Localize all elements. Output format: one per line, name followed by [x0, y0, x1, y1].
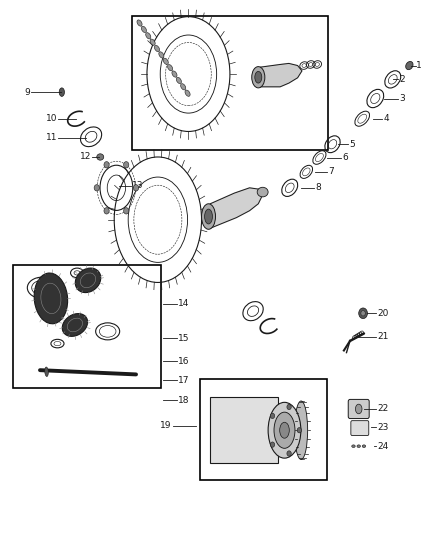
Text: 23: 23 [377, 423, 389, 432]
Text: 24: 24 [377, 442, 389, 451]
Text: 11: 11 [46, 133, 57, 142]
Circle shape [124, 161, 129, 168]
FancyBboxPatch shape [348, 399, 369, 418]
Ellipse shape [163, 58, 168, 64]
Ellipse shape [97, 154, 104, 160]
Text: 18: 18 [177, 396, 189, 405]
Text: 12: 12 [80, 152, 92, 161]
Circle shape [270, 442, 275, 447]
Text: 7: 7 [328, 167, 334, 176]
Ellipse shape [257, 187, 268, 197]
Circle shape [361, 311, 365, 316]
Ellipse shape [45, 367, 48, 376]
Text: 5: 5 [349, 140, 355, 149]
Ellipse shape [137, 20, 142, 26]
Ellipse shape [255, 71, 262, 83]
Ellipse shape [172, 71, 177, 77]
Ellipse shape [205, 209, 212, 224]
Bar [210, 397, 278, 463]
Text: 16: 16 [177, 357, 189, 366]
Circle shape [104, 208, 109, 214]
Text: 10: 10 [46, 114, 57, 123]
Ellipse shape [159, 52, 164, 58]
Text: 6: 6 [342, 153, 348, 162]
Ellipse shape [176, 77, 181, 84]
Ellipse shape [59, 88, 64, 96]
Text: 13: 13 [132, 181, 143, 190]
Ellipse shape [357, 445, 360, 448]
Text: 21: 21 [377, 332, 389, 341]
Circle shape [359, 308, 367, 319]
Ellipse shape [235, 398, 272, 462]
Ellipse shape [155, 45, 159, 52]
Text: 3: 3 [399, 94, 405, 103]
Ellipse shape [75, 268, 101, 293]
Circle shape [297, 427, 301, 433]
Ellipse shape [362, 445, 366, 448]
Ellipse shape [34, 273, 67, 324]
Ellipse shape [180, 84, 186, 90]
Ellipse shape [274, 412, 295, 448]
Text: 4: 4 [383, 114, 389, 123]
Ellipse shape [268, 402, 301, 458]
Circle shape [270, 413, 275, 418]
Text: 9: 9 [25, 87, 30, 96]
Ellipse shape [352, 445, 355, 448]
Ellipse shape [146, 33, 151, 39]
Ellipse shape [406, 61, 413, 70]
Ellipse shape [280, 422, 289, 438]
Ellipse shape [294, 401, 307, 459]
Ellipse shape [185, 90, 190, 96]
Circle shape [287, 451, 291, 456]
Text: 15: 15 [177, 334, 189, 343]
Text: 19: 19 [160, 422, 172, 431]
Bar [132, 15, 328, 150]
Text: 8: 8 [315, 183, 321, 192]
Circle shape [134, 184, 139, 191]
Text: 14: 14 [177, 299, 189, 308]
Ellipse shape [201, 204, 215, 229]
Ellipse shape [167, 64, 173, 71]
Polygon shape [261, 63, 302, 87]
Circle shape [94, 184, 99, 191]
Bar [13, 265, 161, 387]
Text: 20: 20 [377, 309, 389, 318]
Ellipse shape [141, 26, 146, 33]
Text: 17: 17 [177, 376, 189, 385]
Polygon shape [210, 188, 263, 228]
Text: 1: 1 [417, 61, 422, 70]
Ellipse shape [62, 313, 88, 336]
Circle shape [124, 208, 129, 214]
Circle shape [287, 405, 291, 410]
Ellipse shape [150, 39, 155, 45]
Circle shape [104, 161, 109, 168]
Bar [200, 379, 327, 480]
FancyBboxPatch shape [351, 421, 369, 435]
Text: 2: 2 [399, 75, 405, 84]
Ellipse shape [252, 67, 265, 88]
Ellipse shape [356, 404, 362, 414]
Text: 22: 22 [377, 405, 389, 414]
